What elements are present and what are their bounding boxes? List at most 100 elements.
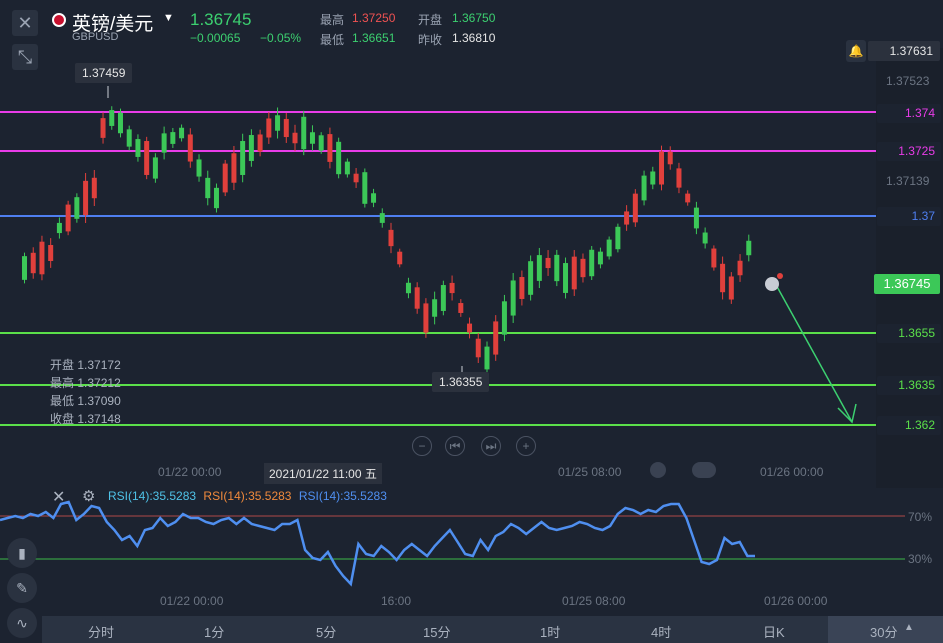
tf-daily[interactable]: 日K bbox=[763, 625, 785, 640]
candle bbox=[440, 285, 446, 311]
candle bbox=[449, 282, 455, 294]
candle bbox=[362, 172, 368, 204]
candle bbox=[414, 287, 420, 309]
timeframe-bar: 分时 1分 5分 15分 1时 4时 日K 30分 ▲ bbox=[42, 616, 943, 643]
symbol-dropdown-icon[interactable]: ▼ bbox=[163, 12, 174, 24]
candle bbox=[545, 257, 551, 269]
symbol-name[interactable]: 英镑/美元 bbox=[72, 14, 154, 35]
scroll-end-button[interactable]: ⏭ bbox=[481, 436, 501, 456]
prev-close-label: 昨收 bbox=[418, 33, 443, 47]
price-axis-top: 1.37631 bbox=[868, 41, 940, 61]
change-value: −0.00065 bbox=[190, 31, 241, 45]
candle bbox=[379, 213, 385, 223]
candle bbox=[248, 135, 254, 161]
event-marker-icon[interactable] bbox=[650, 462, 666, 478]
close-indicator-icon[interactable]: ✕ bbox=[52, 489, 66, 506]
candle bbox=[275, 115, 281, 131]
tf-fenshi[interactable]: 分时 bbox=[88, 625, 115, 640]
expand-icon[interactable]: ⤡ bbox=[12, 44, 38, 70]
info-marker bbox=[765, 277, 779, 291]
rsi-line bbox=[0, 500, 755, 587]
rsi-level-low: 30% bbox=[908, 552, 933, 566]
header: ✕ ⤡ 英镑/美元 ▼ GBPUSD 1.36745 −0.00065 −0.0… bbox=[0, 0, 943, 70]
candle bbox=[205, 177, 211, 199]
candle bbox=[702, 232, 708, 244]
candle bbox=[641, 175, 647, 201]
ohlc-high-label: 最高 bbox=[50, 376, 75, 390]
tf-4hour[interactable]: 4时 bbox=[651, 625, 672, 640]
candle bbox=[353, 173, 359, 183]
candle bbox=[597, 251, 603, 265]
close-icon[interactable]: ✕ bbox=[12, 10, 38, 36]
ohlc-readout: 开盘 1.37172 最高 1.37212 最低 1.37090 收盘 1.37… bbox=[50, 356, 121, 428]
price-axis-label: 1.37523 bbox=[886, 74, 930, 88]
tf-selected[interactable]: 30分 ▲ bbox=[828, 616, 943, 643]
draw-pen-icon[interactable]: ✎ bbox=[7, 573, 37, 603]
rsi-chart[interactable] bbox=[0, 500, 943, 590]
candle bbox=[493, 321, 499, 355]
candle bbox=[475, 338, 481, 358]
time-axis-label: 01/26 00:00 bbox=[760, 465, 824, 479]
tf-1min[interactable]: 1分 bbox=[204, 625, 225, 640]
candle bbox=[659, 151, 665, 185]
candle bbox=[528, 261, 534, 295]
settings-icon[interactable]: ⚙ bbox=[82, 488, 96, 505]
hline-tag-1374: 1.374 bbox=[877, 104, 941, 123]
candle bbox=[30, 252, 36, 274]
zoom-out-button[interactable]: − bbox=[412, 436, 432, 456]
rsi-time-label: 01/22 00:00 bbox=[160, 594, 224, 608]
candle bbox=[170, 132, 176, 144]
ohlc-open-value: 1.37172 bbox=[77, 358, 121, 372]
candle bbox=[458, 303, 464, 313]
candle bbox=[152, 157, 158, 179]
price-chart[interactable] bbox=[0, 48, 943, 488]
line-tool-icon[interactable]: ∿ bbox=[7, 608, 37, 638]
candle bbox=[388, 229, 394, 247]
tf-5min[interactable]: 5分 bbox=[316, 625, 337, 640]
event-marker-icon[interactable] bbox=[692, 462, 716, 478]
indicator-tool-icon[interactable]: ▮ bbox=[7, 538, 37, 568]
candle bbox=[510, 280, 516, 316]
trend-arrow-head bbox=[837, 403, 857, 424]
time-axis-label: 01/25 08:00 bbox=[558, 465, 622, 479]
candle bbox=[213, 187, 219, 209]
uk-flag-icon bbox=[52, 13, 66, 27]
rsi-legend-1: RSI(14):35.5283 bbox=[108, 489, 197, 503]
high-value: 1.37250 bbox=[352, 11, 396, 25]
ohlc-open-label: 开盘 bbox=[50, 358, 75, 372]
candle bbox=[737, 260, 743, 276]
rsi-legend-3: RSI(14):35.5283 bbox=[298, 489, 387, 503]
bell-icon[interactable]: 🔔 bbox=[846, 40, 866, 62]
candle bbox=[109, 110, 115, 126]
candle bbox=[580, 258, 586, 278]
price-axis-label: 1.37139 bbox=[886, 174, 930, 188]
prev-close-value: 1.36810 bbox=[452, 31, 496, 45]
candle bbox=[685, 193, 691, 203]
high-mark: 1.37459 bbox=[75, 63, 133, 83]
candle bbox=[371, 193, 377, 203]
candle bbox=[405, 282, 411, 294]
current-price-tag: 1.36745 bbox=[874, 274, 940, 294]
candle bbox=[257, 134, 263, 152]
zoom-in-button[interactable]: + bbox=[516, 436, 536, 456]
candle bbox=[283, 118, 289, 138]
candle bbox=[571, 256, 577, 290]
tf-1hour[interactable]: 1时 bbox=[540, 625, 561, 640]
candle bbox=[187, 134, 193, 162]
candle bbox=[589, 249, 595, 277]
hline-tag-13635: 1.3635 bbox=[877, 376, 941, 395]
candle bbox=[720, 263, 726, 293]
candle bbox=[336, 141, 342, 175]
candle bbox=[728, 276, 734, 300]
candle bbox=[100, 118, 106, 138]
scroll-start-button[interactable]: ⏮ bbox=[445, 436, 465, 456]
hline-tag-137: 1.37 bbox=[877, 207, 941, 226]
candle bbox=[519, 277, 525, 299]
ohlc-low-label: 最低 bbox=[50, 394, 75, 408]
candle bbox=[484, 346, 490, 370]
candle bbox=[432, 299, 438, 317]
candle bbox=[144, 141, 150, 175]
tf-15min[interactable]: 15分 bbox=[423, 625, 451, 640]
low-mark: 1.36355 bbox=[432, 372, 490, 392]
rsi-time-label: 16:00 bbox=[381, 594, 412, 608]
